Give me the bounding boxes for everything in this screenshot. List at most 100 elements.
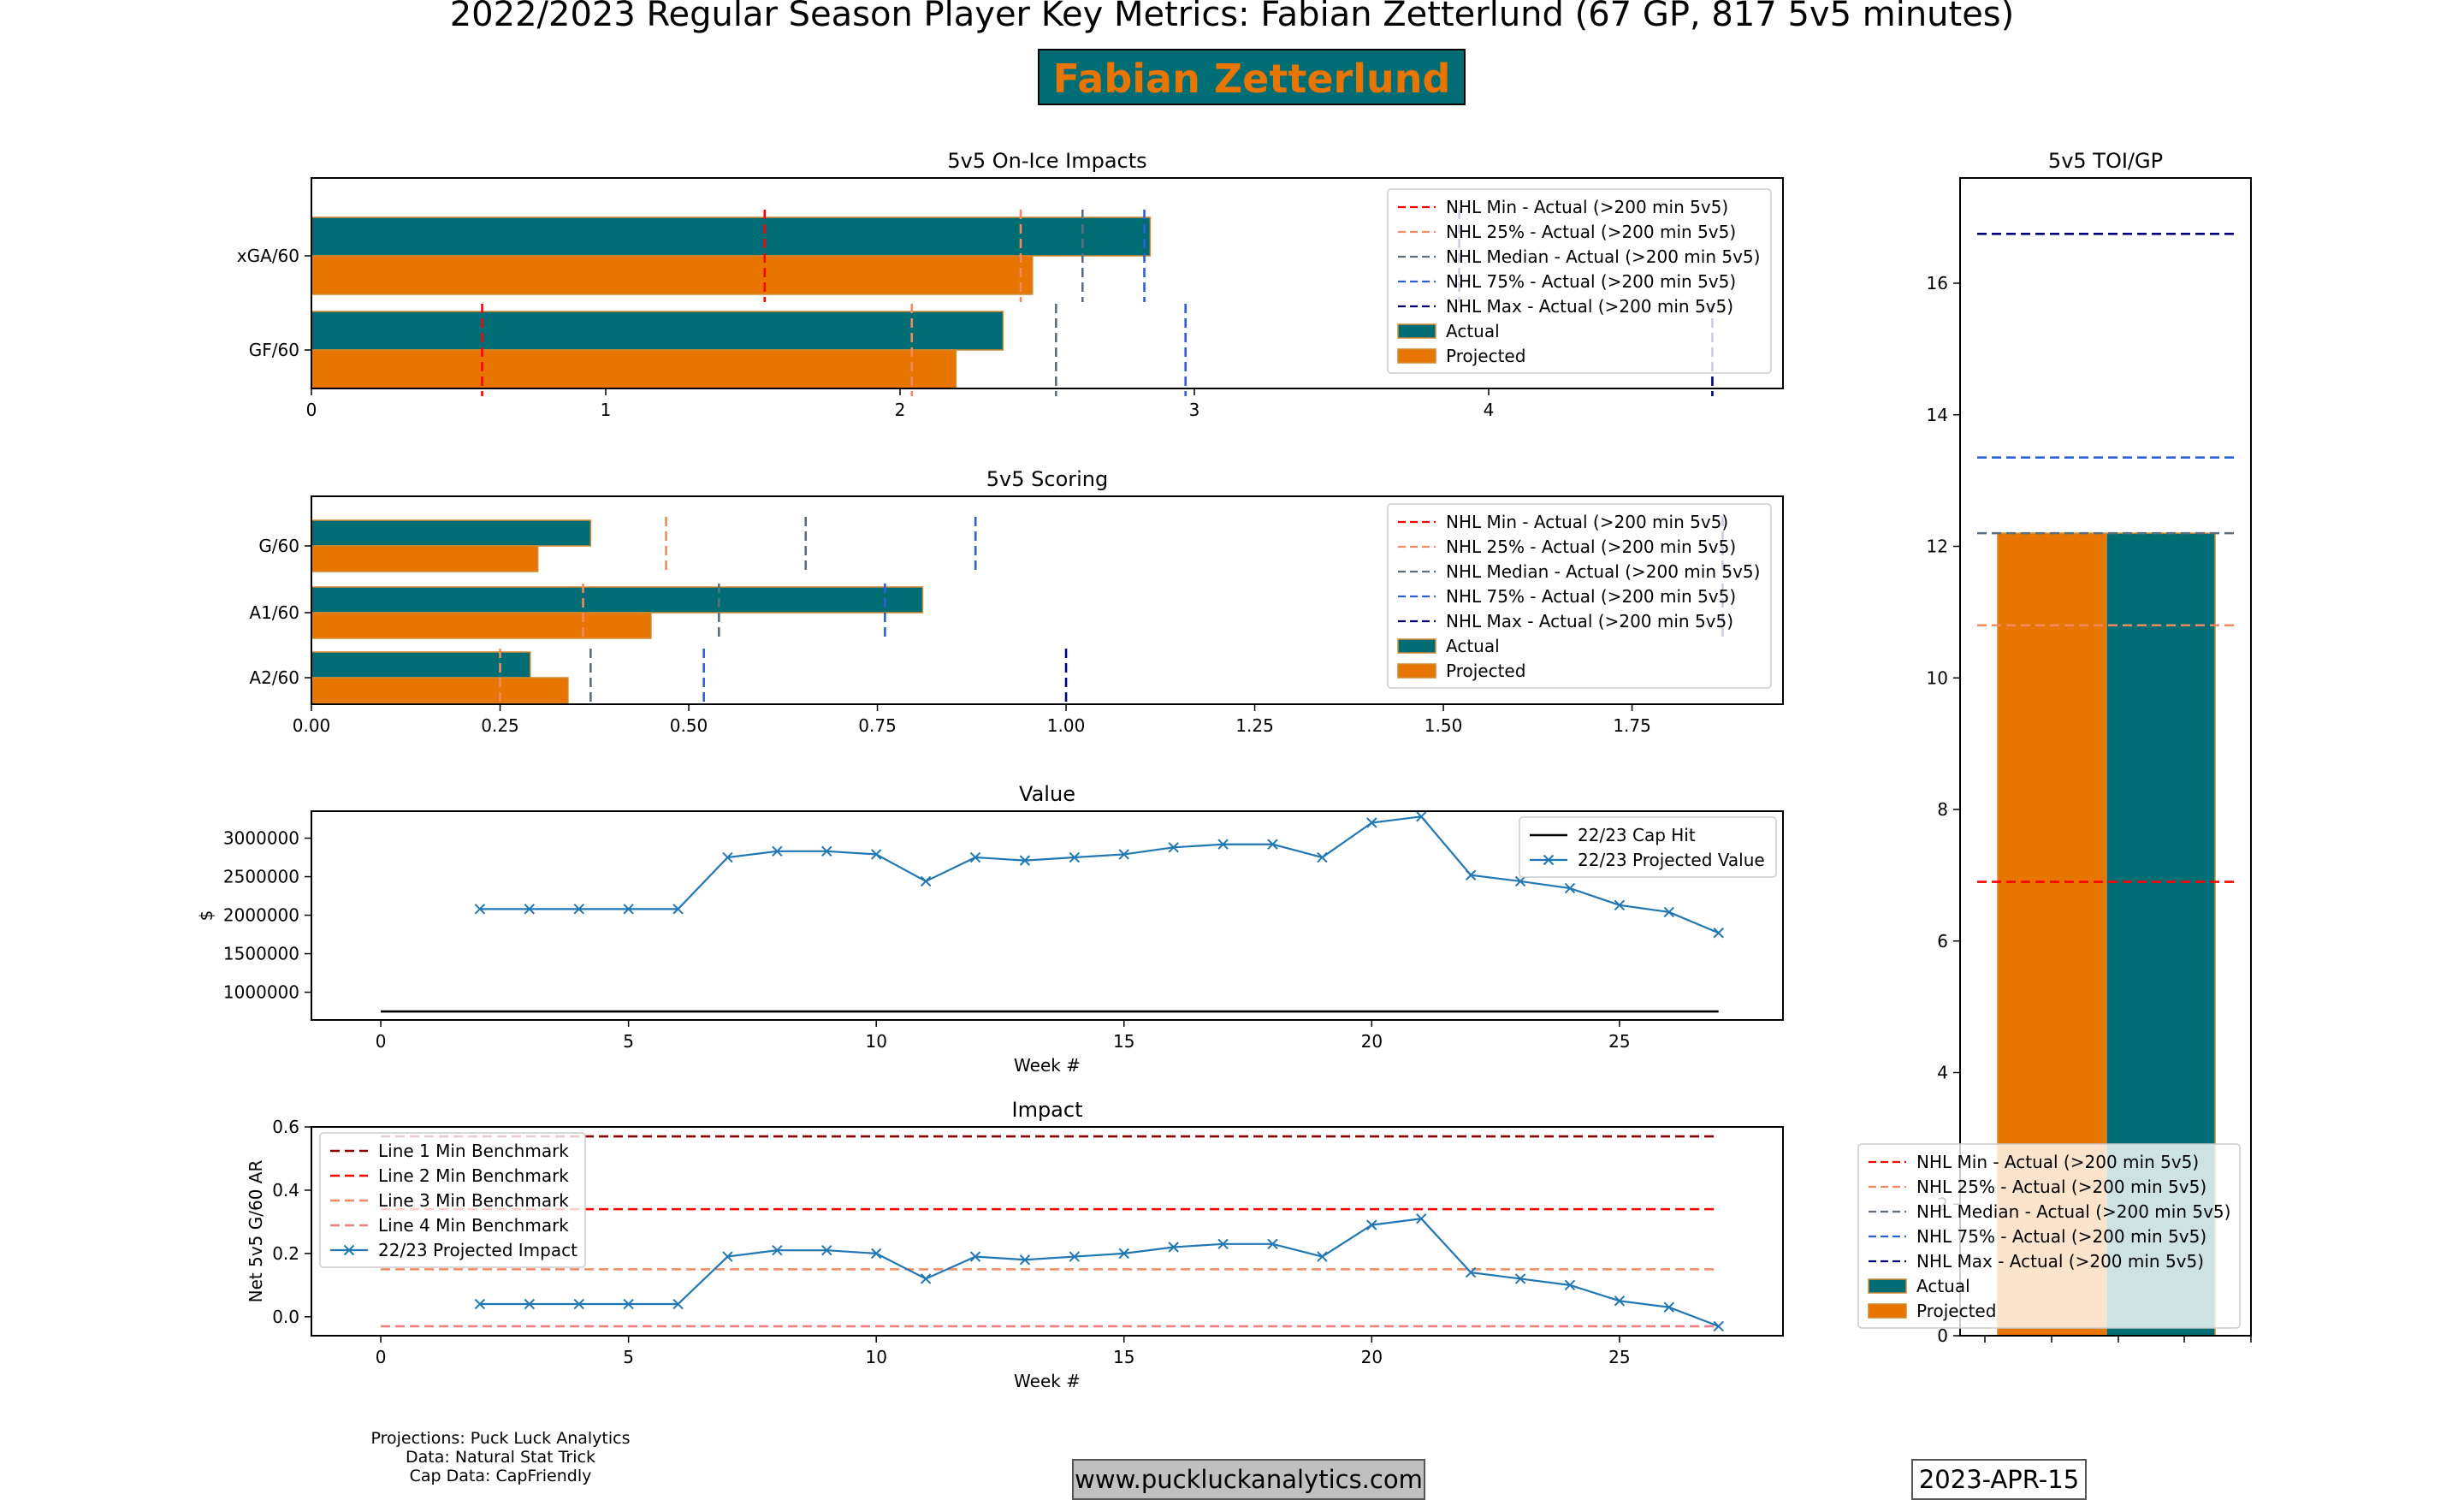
toi-ytick-label-4: 8 [1937,799,1948,820]
scoring-bar-projected-2 [311,677,569,704]
onice-xtick-label-3: 3 [1189,400,1200,420]
impact-point-21 [1514,1273,1526,1284]
value-point-20 [1465,869,1477,880]
impact-point-11 [1019,1254,1031,1266]
value-legend-label-22-23-cap-hit: 22/23 Cap Hit [1578,825,1696,845]
impact-point-2 [573,1298,584,1310]
value-ytick-label-4: 3000000 [223,828,299,849]
date-label: 2023-APR-15 [1911,1459,2087,1500]
toi-ytick-label-8: 16 [1927,273,1948,293]
onice-bar-actual-1 [311,311,1004,351]
toi-legend-box [1857,1143,2241,1329]
toi-legend-label-nhl-max-actual-200-min-5v5: NHL Max - Actual (>200 min 5v5) [1916,1251,2204,1272]
scoring-bar-projected-1 [311,612,652,639]
value-legend: 22/23 Cap Hit 22/23 Projected Value [1519,816,1777,878]
value-legend-label-22-23-projected-value: 22/23 Projected Value [1578,850,1765,870]
credits-block: Projections: Puck Luck Analytics Data: N… [325,1429,676,1485]
value-point-4 [672,904,684,915]
impact-point-17 [1317,1251,1328,1262]
impact-point-6 [772,1244,783,1256]
impact-ytick-label-3: 0.6 [272,1117,299,1137]
impact-legend-label-22-23-projected-impact: 22/23 Projected Impact [378,1240,578,1260]
player-name-badge: Fabian Zetterlund [1038,49,1466,105]
toi-ytick-label-0: 0 [1937,1325,1948,1346]
impact-xtick-label-3: 15 [1113,1347,1134,1367]
onice-legend-label-nhl-median-actual-200-min-5v5: NHL Median - Actual (>200 min 5v5) [1446,246,1760,267]
onice-legend-label-nhl-75-actual-200-min-5v5: NHL 75% - Actual (>200 min 5v5) [1446,271,1736,292]
scoring-legend: NHL Min - Actual (>200 min 5v5) NHL 25% -… [1387,503,1772,689]
impact-xlabel: Week # [1014,1371,1081,1391]
impact-point-20 [1465,1266,1477,1278]
value-point-25 [1713,928,1724,939]
value-xlabel: Week # [1014,1055,1081,1076]
value-point-2 [573,904,584,915]
onice-xtick-label-2: 2 [895,400,906,420]
scoring-axes-frame [311,495,1784,705]
impact-point-25 [1713,1320,1724,1332]
toi-legend-label-nhl-median-actual-200-min-5v5: NHL Median - Actual (>200 min 5v5) [1916,1201,2230,1222]
impact-point-13 [1118,1248,1129,1260]
impact-point-23 [1614,1295,1626,1307]
value-point-1 [524,904,536,915]
onice-axes-frame [311,177,1784,389]
onice-legend-label-projected: Projected [1446,346,1525,366]
scoring-legend-label-nhl-median-actual-200-min-5v5: NHL Median - Actual (>200 min 5v5) [1446,561,1760,582]
value-point-7 [821,845,832,857]
toi-legend-label-nhl-75-actual-200-min-5v5: NHL 75% - Actual (>200 min 5v5) [1916,1226,2206,1247]
value-point-8 [870,849,882,860]
onice-xtick-label-0: 0 [306,400,317,420]
toi-legend-label-nhl-min-actual-200-min-5v5: NHL Min - Actual (>200 min 5v5) [1916,1152,2199,1172]
impact-legend: Line 1 Min Benchmark Line 2 Min Benchmark… [319,1132,586,1268]
figure-title: 2022/2023 Regular Season Player Key Metr… [449,0,2015,34]
impact-xtick-label-0: 0 [376,1347,387,1367]
impact-legend-label-line-4-min-benchmark: Line 4 Min Benchmark [378,1215,569,1236]
impact-title: Impact [1011,1098,1082,1122]
value-point-24 [1663,906,1675,918]
value-point-18 [1366,817,1377,828]
onice-ytick-label-0: xGA/60 [237,246,299,266]
value-point-9 [920,875,932,887]
onice-legend-label-actual: Actual [1446,321,1500,341]
scoring-xtick-label-3: 0.75 [858,715,897,736]
scoring-ytick-label-1: A1/60 [249,602,299,623]
scoring-xtick-label-4: 1.00 [1047,715,1086,736]
value-xtick-label-4: 20 [1361,1031,1383,1052]
impact-point-0 [474,1298,486,1310]
scoring-title: 5v5 Scoring [986,467,1108,491]
value-ytick-label-0: 1000000 [223,982,299,1003]
value-point-15 [1217,839,1229,850]
value-point-13 [1118,849,1129,860]
toi-legend-swatch-projected [1868,1303,1907,1319]
impact-point-12 [1069,1251,1081,1262]
toi-legend: NHL Min - Actual (>200 min 5v5) NHL 25% -… [1857,1143,2241,1329]
value-ytick-label-3: 2500000 [223,867,299,887]
value-point-10 [969,851,981,863]
toi-ytick-label-6: 12 [1927,537,1948,557]
onice-bar-projected-1 [311,349,957,389]
impact-point-19 [1416,1213,1427,1224]
value-xtick-label-0: 0 [376,1031,387,1052]
scoring-legend-swatch-projected [1397,663,1436,679]
scoring-legend-label-nhl-75-actual-200-min-5v5: NHL 75% - Actual (>200 min 5v5) [1446,586,1736,607]
toi-legend-label-nhl-25-actual-200-min-5v5: NHL 25% - Actual (>200 min 5v5) [1916,1177,2206,1197]
impact-axes-frame [311,1126,1784,1337]
onice-legend-label-nhl-min-actual-200-min-5v5: NHL Min - Actual (>200 min 5v5) [1446,197,1728,217]
value-ytick-label-2: 2000000 [223,905,299,926]
value-point-6 [772,845,783,857]
toi-axes-frame [1959,177,2252,1337]
scoring-legend-label-projected: Projected [1446,661,1525,681]
value-legend-marker-22-23-projected-value [1543,854,1555,866]
impact-point-15 [1217,1238,1229,1249]
value-point-0 [474,904,486,915]
value-point-3 [623,904,634,915]
onice-bar-actual-0 [311,216,1152,257]
toi-legend-label-actual: Actual [1916,1276,1970,1296]
impact-point-18 [1366,1219,1377,1230]
value-point-12 [1069,851,1081,863]
scoring-bar-actual-1 [311,586,924,614]
scoring-ytick-label-0: G/60 [258,536,299,556]
scoring-bar-actual-2 [311,651,531,679]
scoring-xtick-label-5: 1.25 [1235,715,1274,736]
toi-ytick-label-3: 6 [1937,931,1948,952]
